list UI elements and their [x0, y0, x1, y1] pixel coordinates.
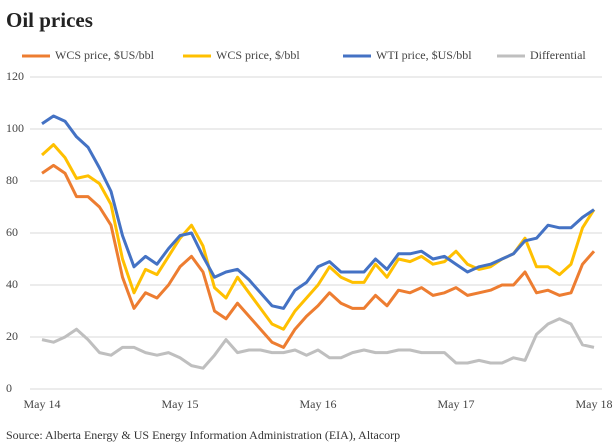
y-tick-label: 20	[6, 329, 18, 343]
source: Source: Alberta Energy & US Energy Infor…	[6, 428, 400, 442]
y-tick-label: 60	[6, 225, 18, 239]
x-tick-label: May 15	[162, 397, 199, 411]
series-line	[41, 163, 596, 349]
x-tick-label: May 18	[576, 397, 613, 411]
x-tick-label: May 14	[24, 397, 61, 411]
legend-label: Differential	[530, 48, 586, 62]
legend-label: WTI price, $US/bbl	[376, 48, 472, 62]
x-tick-label: May 17	[438, 397, 475, 411]
y-tick-label: 0	[6, 381, 12, 395]
series-line	[40, 143, 596, 331]
y-tick-label: 120	[6, 69, 24, 83]
y-tick-label: 40	[6, 277, 18, 291]
y-tick-label: 80	[6, 173, 18, 187]
legend-label: WCS price, $US/bbl	[55, 48, 155, 62]
series-line	[41, 114, 595, 310]
chart-title: Oil prices	[6, 8, 93, 32]
legend-label: WCS price, $/bbl	[216, 48, 300, 62]
series-line	[41, 317, 595, 370]
x-tick-label: May 16	[300, 397, 337, 411]
y-tick-label: 100	[6, 121, 24, 135]
